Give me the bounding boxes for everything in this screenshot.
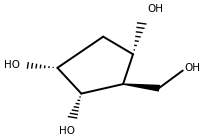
- Text: HO: HO: [59, 126, 75, 136]
- Text: OH: OH: [147, 4, 163, 14]
- Polygon shape: [123, 84, 160, 91]
- Text: OH: OH: [185, 63, 201, 73]
- Text: HO: HO: [4, 60, 20, 70]
